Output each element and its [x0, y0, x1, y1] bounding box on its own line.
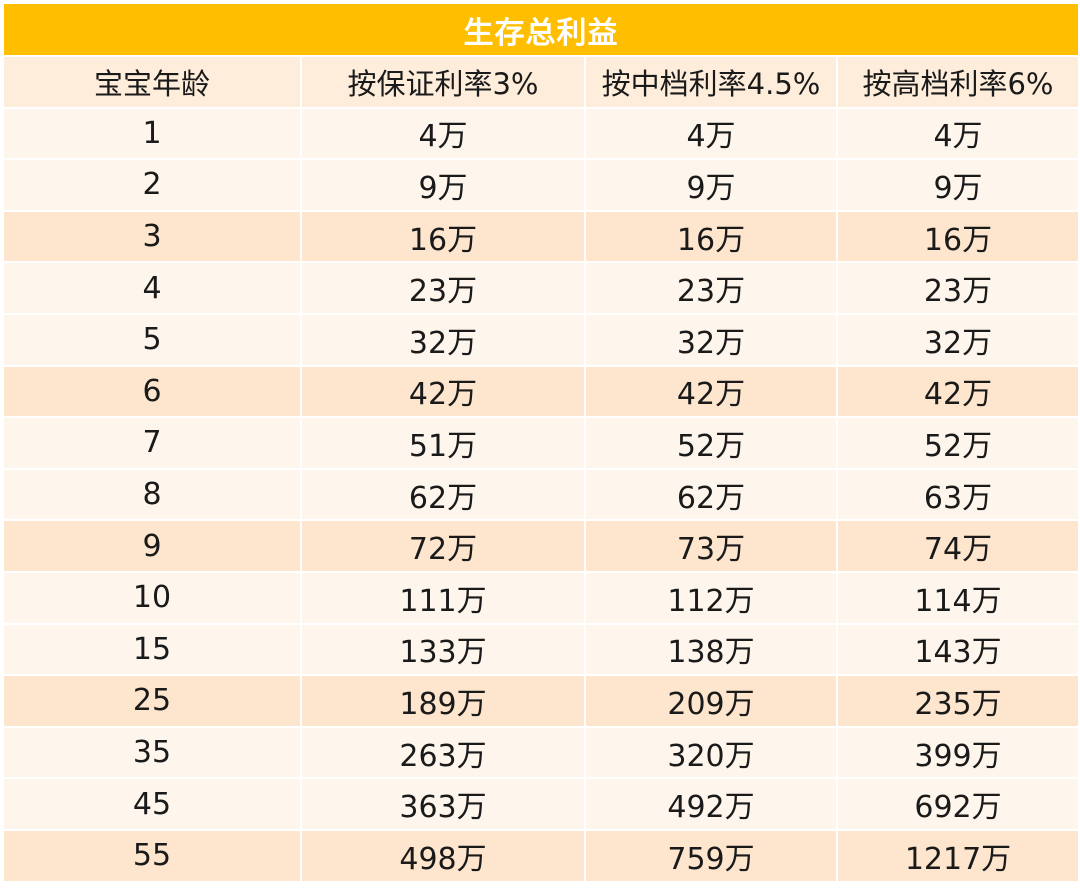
table-row: 5 32万 32万 32万 [2, 312, 1080, 367]
cell-guaranteed: 62万 [300, 467, 586, 522]
cell-age: 1 [2, 106, 302, 161]
cell-age: 6 [2, 364, 302, 419]
cell-guaranteed: 363万 [300, 777, 586, 831]
table-row: 45 363万 492万 692万 [2, 777, 1080, 831]
table-row: 55 498万 759万 1217万 [2, 828, 1080, 883]
cell-age: 4 [2, 261, 302, 315]
cell-high: 63万 [836, 467, 1080, 522]
cell-age: 15 [2, 622, 302, 677]
cell-age: 3 [2, 209, 302, 264]
header-medium-rate: 按中档利率4.5% [584, 55, 838, 109]
cell-medium: 42万 [584, 364, 838, 419]
cell-high: 4万 [836, 106, 1080, 161]
cell-guaranteed: 23万 [300, 261, 586, 315]
cell-guaranteed: 51万 [300, 416, 586, 470]
cell-medium: 209万 [584, 674, 838, 728]
table-row: 10 111万 112万 114万 [2, 570, 1080, 625]
cell-medium: 492万 [584, 777, 838, 831]
cell-age: 55 [2, 828, 302, 883]
table-row: 1 4万 4万 4万 [2, 106, 1080, 161]
cell-medium: 16万 [584, 209, 838, 264]
cell-guaranteed: 498万 [300, 828, 586, 883]
cell-guaranteed: 4万 [300, 106, 586, 161]
cell-high: 52万 [836, 416, 1080, 470]
title-row: 生存总利益 [2, 2, 1080, 57]
cell-age: 45 [2, 777, 302, 831]
cell-medium: 32万 [584, 312, 838, 367]
cell-age: 7 [2, 416, 302, 470]
cell-high: 114万 [836, 570, 1080, 625]
cell-high: 23万 [836, 261, 1080, 315]
cell-medium: 320万 [584, 725, 838, 780]
cell-age: 10 [2, 570, 302, 625]
cell-medium: 73万 [584, 519, 838, 573]
cell-medium: 52万 [584, 416, 838, 470]
cell-guaranteed: 9万 [300, 158, 586, 212]
cell-age: 35 [2, 725, 302, 780]
cell-high: 9万 [836, 158, 1080, 212]
cell-high: 32万 [836, 312, 1080, 367]
table-row: 6 42万 42万 42万 [2, 364, 1080, 419]
cell-high: 143万 [836, 622, 1080, 677]
cell-guaranteed: 111万 [300, 570, 586, 625]
cell-medium: 759万 [584, 828, 838, 883]
cell-guaranteed: 32万 [300, 312, 586, 367]
cell-medium: 112万 [584, 570, 838, 625]
cell-guaranteed: 16万 [300, 209, 586, 264]
table-row: 3 16万 16万 16万 [2, 209, 1080, 264]
cell-high: 16万 [836, 209, 1080, 264]
cell-medium: 9万 [584, 158, 838, 212]
cell-age: 8 [2, 467, 302, 522]
cell-age: 25 [2, 674, 302, 728]
cell-guaranteed: 42万 [300, 364, 586, 419]
cell-age: 5 [2, 312, 302, 367]
cell-guaranteed: 133万 [300, 622, 586, 677]
table-title: 生存总利益 [2, 2, 1080, 57]
header-age: 宝宝年龄 [2, 55, 302, 109]
table-row: 4 23万 23万 23万 [2, 261, 1080, 315]
cell-guaranteed: 263万 [300, 725, 586, 780]
cell-medium: 23万 [584, 261, 838, 315]
cell-guaranteed: 189万 [300, 674, 586, 728]
table-row: 25 189万 209万 235万 [2, 674, 1080, 728]
cell-high: 692万 [836, 777, 1080, 831]
header-guaranteed-rate: 按保证利率3% [300, 55, 586, 109]
cell-age: 9 [2, 519, 302, 573]
cell-medium: 4万 [584, 106, 838, 161]
cell-medium: 62万 [584, 467, 838, 522]
cell-high: 42万 [836, 364, 1080, 419]
table-row: 9 72万 73万 74万 [2, 519, 1080, 573]
table-row: 2 9万 9万 9万 [2, 158, 1080, 212]
cell-high: 1217万 [836, 828, 1080, 883]
table-row: 8 62万 62万 63万 [2, 467, 1080, 522]
table-row: 35 263万 320万 399万 [2, 725, 1080, 780]
cell-guaranteed: 72万 [300, 519, 586, 573]
table-row: 7 51万 52万 52万 [2, 416, 1080, 470]
cell-age: 2 [2, 158, 302, 212]
cell-medium: 138万 [584, 622, 838, 677]
cell-high: 235万 [836, 674, 1080, 728]
table-row: 15 133万 138万 143万 [2, 622, 1080, 677]
cell-high: 399万 [836, 725, 1080, 780]
header-row: 宝宝年龄 按保证利率3% 按中档利率4.5% 按高档利率6% [2, 55, 1080, 109]
header-high-rate: 按高档利率6% [836, 55, 1080, 109]
cell-high: 74万 [836, 519, 1080, 573]
